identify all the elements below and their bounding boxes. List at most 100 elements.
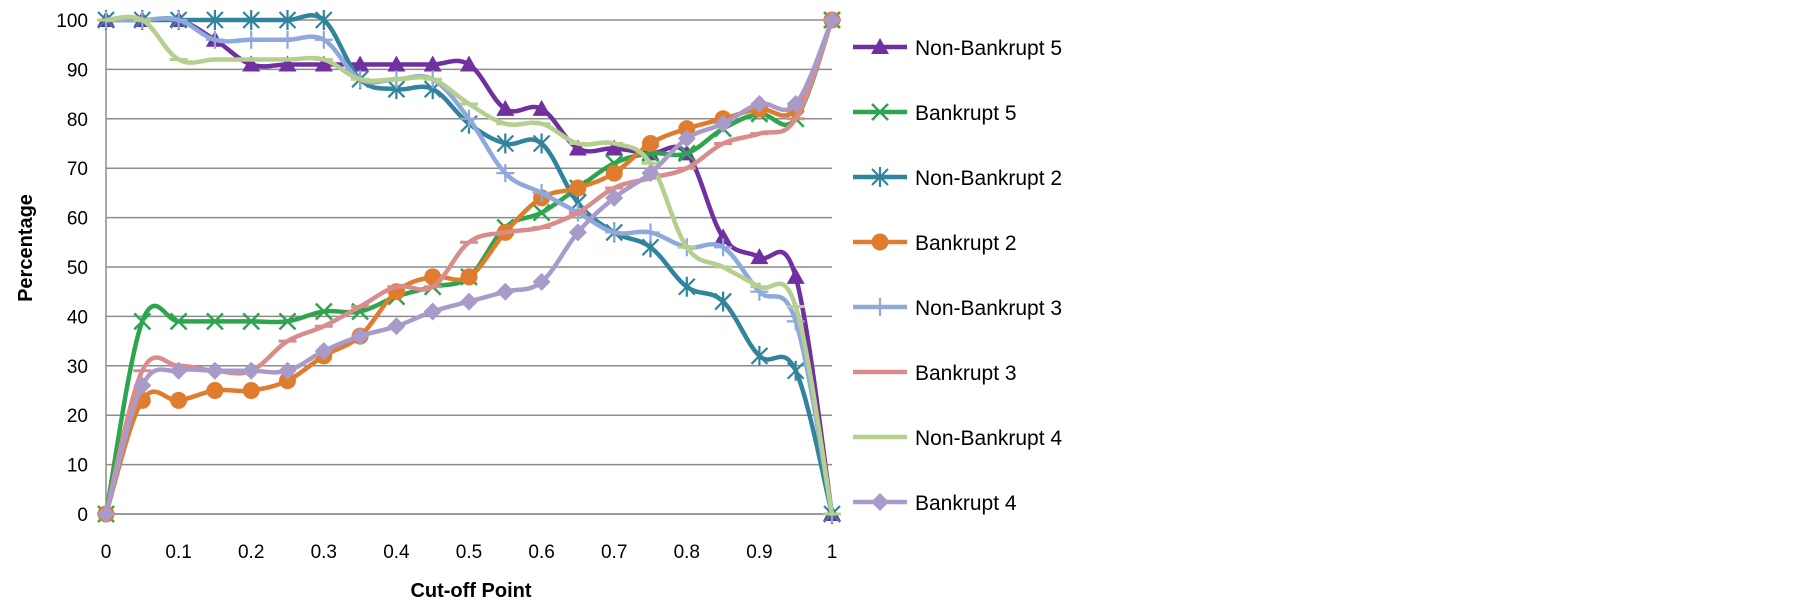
legend-entry: Non-Bankrupt 5 <box>853 37 1062 60</box>
data-point <box>315 10 333 30</box>
data-point <box>605 223 624 242</box>
data-point <box>642 135 659 152</box>
legend-entry: Bankrupt 2 <box>853 232 1017 255</box>
data-point <box>532 272 551 291</box>
series-line <box>103 19 835 515</box>
y-tick-label: 50 <box>67 258 88 279</box>
y-tick-label: 70 <box>67 159 88 180</box>
data-point <box>532 99 551 116</box>
data-point <box>496 282 515 301</box>
data-point <box>279 372 296 390</box>
data-point <box>714 238 733 257</box>
y-tick-label: 40 <box>67 307 88 328</box>
data-point <box>169 312 188 331</box>
data-point <box>786 360 805 381</box>
data-point <box>605 139 624 156</box>
data-point <box>568 223 587 242</box>
legend-entry: Bankrupt 4 <box>853 492 1017 515</box>
legend-label: Bankrupt 2 <box>915 232 1017 255</box>
data-point <box>496 133 515 154</box>
data-point <box>423 302 442 321</box>
x-tick-label: 0.8 <box>674 542 700 563</box>
data-point <box>460 109 478 128</box>
legend-entry: Non-Bankrupt 3 <box>853 297 1062 320</box>
data-point <box>242 312 261 331</box>
data-point <box>242 382 260 399</box>
data-point <box>314 302 333 321</box>
x-tick-label: 0.5 <box>456 542 482 563</box>
data-point <box>206 10 224 30</box>
series-line <box>105 14 835 515</box>
data-point <box>205 30 224 49</box>
series-bankrupt-4 <box>97 11 841 523</box>
x-tick-label: 0.1 <box>165 542 191 563</box>
data-point <box>133 312 152 331</box>
data-point <box>677 144 696 163</box>
data-point <box>568 139 587 156</box>
data-point <box>677 129 696 148</box>
series-line <box>105 16 835 515</box>
y-axis-tick-labels: 0 10 20 30 40 50 60 70 80 90 100 <box>56 11 88 526</box>
legend-marker <box>871 298 889 316</box>
legend-marker <box>871 38 889 54</box>
data-point <box>460 268 478 286</box>
data-point <box>278 361 297 380</box>
legend-label: Bankrupt 4 <box>915 492 1017 515</box>
legend-marker <box>871 167 889 187</box>
data-point <box>641 164 660 183</box>
data-point <box>423 55 442 72</box>
legend-label: Non-Bankrupt 2 <box>915 167 1062 190</box>
legend-entry: Non-Bankrupt 4 <box>853 427 1062 450</box>
legend-label: Bankrupt 3 <box>915 362 1017 385</box>
legend-entry: Bankrupt 3 <box>853 362 1017 385</box>
x-axis-title: Cut-off Point <box>410 580 531 602</box>
y-tick-label: 60 <box>67 209 88 230</box>
data-point <box>786 267 805 284</box>
data-point <box>278 10 297 30</box>
data-point <box>460 292 478 311</box>
data-point <box>532 183 551 202</box>
x-tick-label: 0.4 <box>383 542 410 563</box>
y-tick-label: 100 <box>56 11 88 32</box>
series-line <box>105 16 835 515</box>
data-point <box>97 505 115 523</box>
data-point <box>314 55 333 72</box>
data-point <box>314 341 333 360</box>
data-point <box>714 228 733 245</box>
data-point <box>387 317 406 336</box>
data-point <box>786 94 805 113</box>
data-point <box>242 361 261 380</box>
data-point <box>387 55 406 72</box>
data-point <box>278 55 297 72</box>
data-point <box>714 114 733 133</box>
data-point <box>242 55 261 72</box>
data-point <box>133 376 152 395</box>
data-point <box>314 30 333 49</box>
data-point <box>641 223 660 242</box>
data-point <box>605 164 623 182</box>
legend-entry: Non-Bankrupt 2 <box>853 167 1062 190</box>
data-point <box>242 10 260 30</box>
legend-label: Bankrupt 5 <box>915 102 1017 125</box>
y-tick-label: 10 <box>67 456 88 477</box>
data-point <box>278 30 297 49</box>
data-point <box>496 164 515 183</box>
y-axis-title: Percentage <box>15 194 37 302</box>
x-tick-label: 0.7 <box>601 542 627 563</box>
x-tick-label: 1 <box>827 542 838 563</box>
x-tick-label: 0.2 <box>238 542 264 563</box>
data-point <box>351 55 370 72</box>
data-point <box>169 11 188 29</box>
x-tick-label: 0.9 <box>746 542 772 563</box>
data-point <box>351 327 370 346</box>
legend-entry: Bankrupt 5 <box>853 102 1017 125</box>
legend: Non-Bankrupt 5 Bankrupt 5 Non-Bankrupt 2 Ba… <box>853 37 1062 515</box>
data-point <box>569 179 587 197</box>
legend-label: Non-Bankrupt 5 <box>915 37 1062 60</box>
legend-label: Non-Bankrupt 3 <box>915 297 1062 320</box>
data-point <box>750 94 769 113</box>
x-axis-tick-labels: 0 0.1 0.2 0.3 0.4 0.5 0.6 0.7 0.8 0.9 1 <box>101 542 838 563</box>
y-tick-label: 90 <box>67 60 88 81</box>
data-point <box>205 361 224 380</box>
